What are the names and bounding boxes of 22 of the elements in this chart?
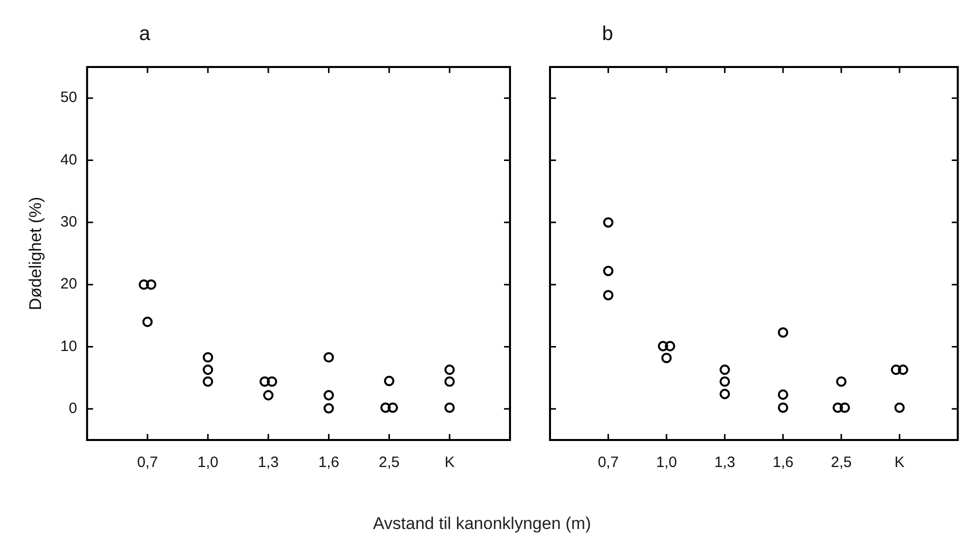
chart-title: b	[602, 23, 614, 45]
x-tick-label: 1,6	[772, 454, 794, 472]
y-tick-label: 30	[60, 214, 78, 231]
x-tick-label: 2,5	[378, 454, 400, 472]
x-tick-label: 1,3	[258, 454, 279, 472]
x-tick-label: 0,7	[137, 454, 158, 472]
y-tick-label: 40	[60, 151, 78, 168]
x-tick-label: 1,0	[197, 454, 218, 472]
x-tick-label: 2,5	[830, 454, 852, 472]
chart-title: a	[139, 23, 152, 45]
x-tick-label: K	[444, 454, 455, 472]
x-axis-title: Avstand til kanonklyngen (m)	[372, 514, 592, 534]
y-tick-label: 0	[68, 400, 78, 418]
x-tick-label: K	[894, 454, 905, 472]
x-tick-label: 0,7	[598, 454, 619, 472]
y-tick-label: 50	[60, 89, 78, 106]
y-tick-label: 10	[60, 338, 78, 355]
y-tick-label: 20	[60, 276, 78, 293]
x-tick-label: 1,0	[656, 454, 677, 472]
x-tick-label: 1,3	[714, 454, 736, 472]
y-axis-title: Dødelighet (%)	[26, 196, 45, 310]
x-tick-label: 1,6	[318, 454, 340, 472]
